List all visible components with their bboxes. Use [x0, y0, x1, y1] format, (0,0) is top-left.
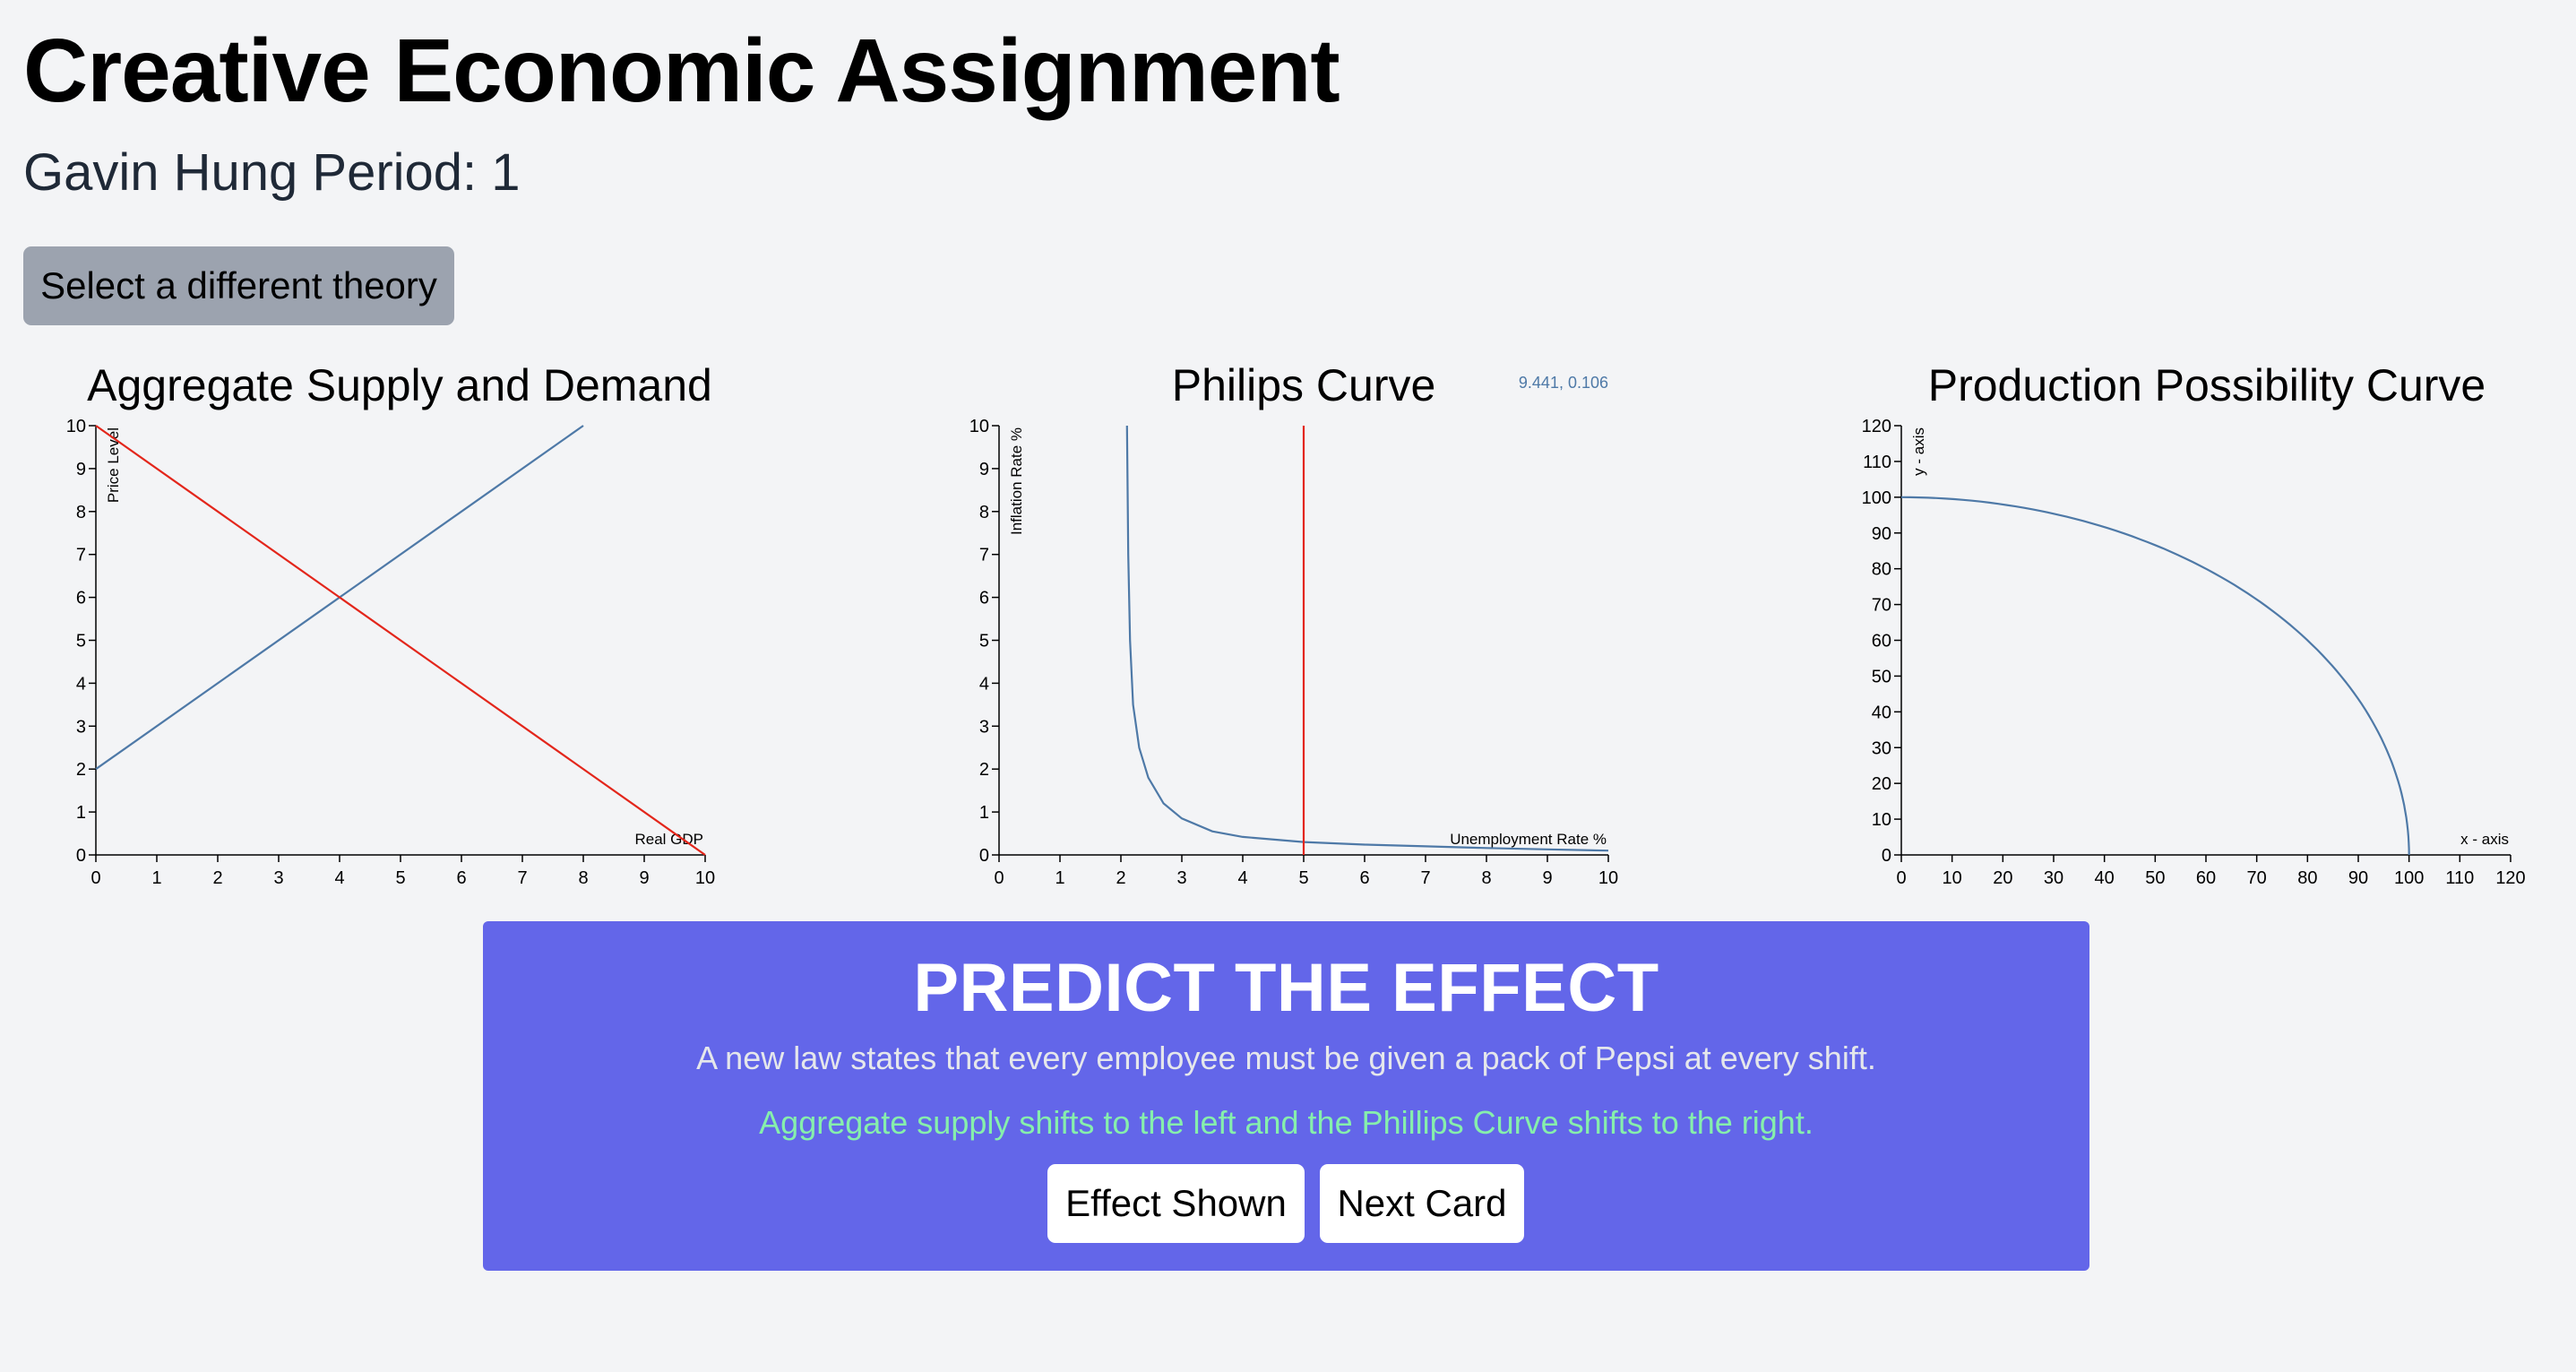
series-line-2 — [95, 425, 706, 856]
y-tick-label: 3 — [979, 717, 989, 737]
y-tick-label: 60 — [1872, 632, 1891, 651]
x-axis-label: x - axis — [2460, 831, 2509, 848]
x-tick-label: 60 — [2196, 868, 2216, 888]
y-tick-label: 70 — [1872, 596, 1891, 616]
y-tick-label: 0 — [979, 846, 989, 866]
x-tick-label: 0 — [90, 868, 100, 888]
x-tick-label: 20 — [1993, 868, 2012, 888]
y-tick-label: 4 — [979, 674, 989, 694]
y-axis-label: y - axis — [1910, 427, 1927, 476]
chart-ppc: 0 10 20 30 40 50 60 70 80 90 100 110 120 0 10 20 30 40 50 6… — [1862, 417, 2526, 888]
page-title: Creative Economic Assignment — [23, 21, 1340, 121]
x-axis-label: Unemployment Rate % — [1450, 831, 1607, 848]
y-tick-label: 1 — [979, 803, 989, 823]
y-axis-label: Inflation Rate % — [1008, 427, 1025, 535]
chart-title-asad: Aggregate Supply and Demand — [87, 360, 712, 410]
y-tick-label: 0 — [76, 846, 86, 866]
x-tick-label: 3 — [1176, 868, 1186, 888]
y-tick-label: 7 — [76, 546, 86, 565]
student-name-period: Gavin Hung Period: 1 — [23, 143, 521, 202]
y-tick-label: 3 — [76, 717, 86, 737]
y-tick-label: 5 — [76, 632, 86, 651]
y-tick-label: 110 — [1863, 453, 1891, 472]
x-tick-label: 9 — [1542, 868, 1552, 888]
x-tick-label: 8 — [1481, 868, 1491, 888]
scenario-text: A new law states that every employee mus… — [696, 1040, 1876, 1076]
next-card-button[interactable]: Next Card — [1320, 1164, 1524, 1243]
x-tick-label: 3 — [273, 868, 283, 888]
y-tick-label: 5 — [979, 632, 989, 651]
effect-answer-text: Aggregate supply shifts to the left and … — [759, 1104, 1814, 1141]
x-tick-label: 2 — [1116, 868, 1125, 888]
series-line-1 — [1125, 425, 1609, 852]
y-tick-label: 4 — [76, 674, 86, 694]
x-tick-label: 110 — [2445, 868, 2474, 888]
x-tick-label: 10 — [1943, 868, 1962, 888]
y-tick-label: 80 — [1872, 560, 1891, 580]
y-tick-label: 10 — [66, 417, 86, 436]
select-theory-button[interactable]: Select a different theory — [23, 246, 454, 325]
y-tick-label: 120 — [1862, 417, 1891, 436]
x-tick-label: 0 — [1896, 868, 1906, 888]
chart-title-philips: Philips Curve — [1171, 360, 1436, 410]
x-tick-label: 40 — [2095, 868, 2115, 888]
y-tick-label: 9 — [979, 460, 989, 479]
x-tick-label: 7 — [1420, 868, 1430, 888]
chart-asad: 0 1 2 3 4 5 6 7 8 9 10 0 1 2 3 4 5 6 7 8 9 10 Real GDP Price Le… — [66, 417, 715, 888]
x-tick-label: 1 — [1055, 868, 1064, 888]
x-tick-label: 2 — [212, 868, 222, 888]
y-tick-label: 10 — [969, 417, 989, 436]
x-tick-label: 10 — [1598, 868, 1618, 888]
y-axis-label: Price Level — [105, 427, 122, 503]
x-tick-label: 6 — [1359, 868, 1369, 888]
x-tick-label: 80 — [2297, 868, 2317, 888]
x-tick-label: 9 — [639, 868, 649, 888]
x-tick-label: 120 — [2495, 868, 2525, 888]
x-tick-label: 30 — [2044, 868, 2063, 888]
series-line-1 — [1900, 496, 2410, 856]
y-tick-label: 6 — [76, 589, 86, 608]
effect-shown-button[interactable]: Effect Shown — [1047, 1164, 1305, 1243]
x-tick-label: 5 — [1298, 868, 1308, 888]
x-axis-label: Real GDP — [634, 831, 703, 848]
x-tick-label: 1 — [151, 868, 161, 888]
x-tick-label: 4 — [1237, 868, 1247, 888]
y-tick-label: 2 — [76, 760, 86, 780]
x-tick-label: 7 — [517, 868, 527, 888]
x-tick-label: 10 — [695, 868, 715, 888]
y-tick-label: 90 — [1872, 524, 1891, 544]
chart-title-ppc: Production Possibility Curve — [1927, 360, 2486, 410]
x-tick-label: 8 — [578, 868, 588, 888]
y-tick-label: 6 — [979, 589, 989, 608]
x-tick-label: 70 — [2247, 868, 2267, 888]
x-tick-label: 50 — [2145, 868, 2165, 888]
y-tick-label: 100 — [1862, 488, 1891, 508]
y-tick-label: 20 — [1872, 774, 1891, 794]
x-tick-label: 90 — [2348, 868, 2368, 888]
y-tick-label: 9 — [76, 460, 86, 479]
y-tick-label: 0 — [1882, 846, 1891, 866]
y-tick-label: 8 — [76, 503, 86, 522]
x-tick-label: 0 — [994, 868, 1004, 888]
y-tick-label: 1 — [76, 803, 86, 823]
y-tick-label: 30 — [1872, 738, 1891, 758]
predict-effect-card: PREDICT THE EFFECT A new law states that… — [483, 921, 2089, 1271]
cursor-coordinate-readout: 9.441, 0.106 — [1519, 374, 1608, 392]
y-tick-label: 8 — [979, 503, 989, 522]
predict-title: PREDICT THE EFFECT — [913, 950, 1659, 1026]
x-tick-label: 100 — [2394, 868, 2424, 888]
y-tick-label: 2 — [979, 760, 989, 780]
y-tick-label: 7 — [979, 546, 989, 565]
y-tick-label: 40 — [1872, 703, 1891, 722]
y-tick-label: 50 — [1872, 667, 1891, 686]
y-tick-label: 10 — [1872, 810, 1891, 830]
chart-philips: 0 1 2 3 4 5 6 7 8 9 10 0 1 2 3 4 5 6 7 8 9 10 Unemployment Rat… — [969, 374, 1618, 888]
x-tick-label: 4 — [334, 868, 344, 888]
x-tick-label: 5 — [395, 868, 405, 888]
x-tick-label: 6 — [456, 868, 466, 888]
